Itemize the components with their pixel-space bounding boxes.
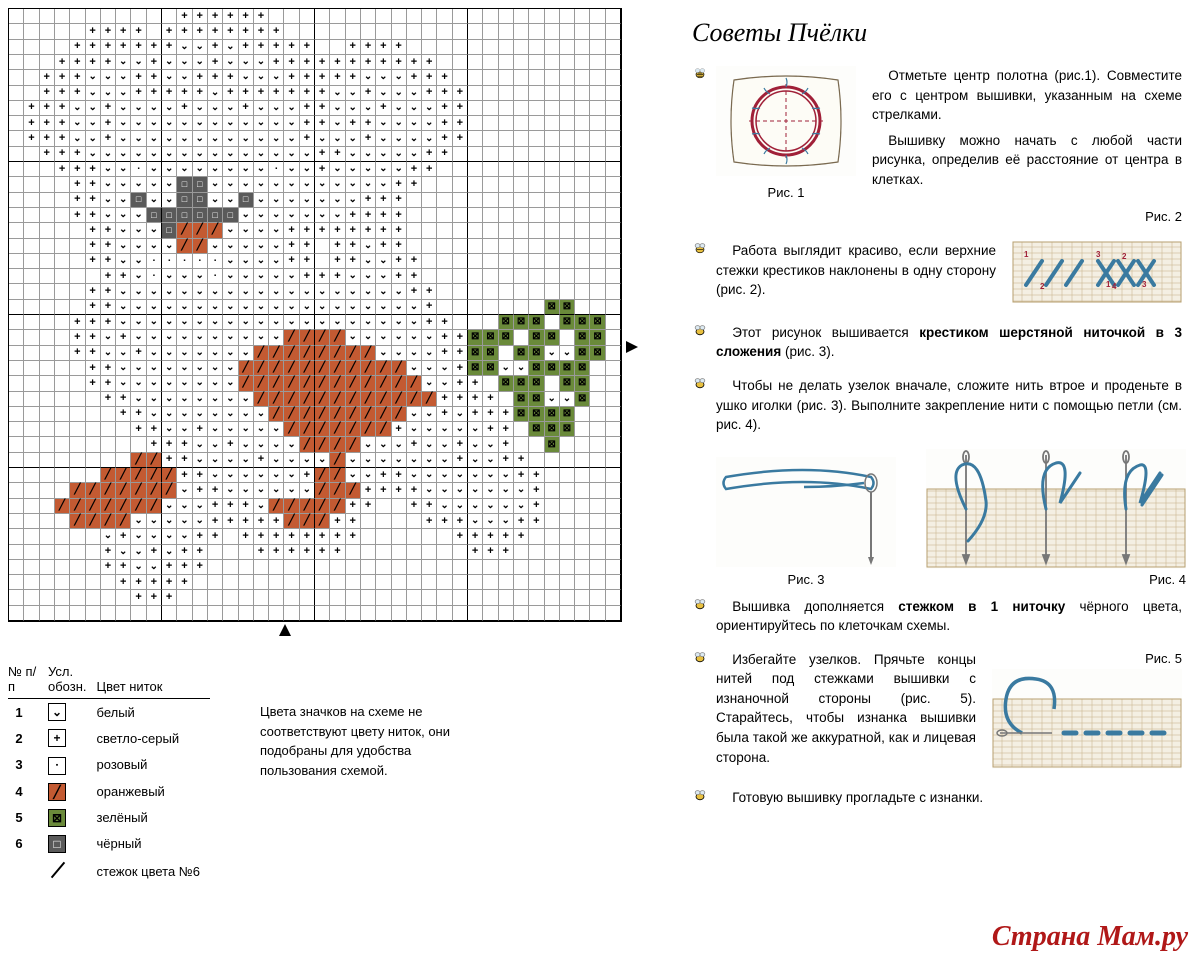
- stitch-chart: [8, 8, 622, 622]
- watermark: Страна Мам.ру: [992, 921, 1188, 953]
- svg-text:3: 3: [1096, 250, 1101, 259]
- legend-h-num: № п/п: [8, 662, 48, 699]
- bee-icon: [692, 376, 710, 435]
- svg-text:2: 2: [1122, 252, 1127, 261]
- svg-text:1: 1: [1024, 250, 1029, 259]
- fig-3-4: Рис. 3 Рис. 4: [716, 449, 1182, 587]
- bee-icon: [692, 788, 710, 808]
- tip-5-text: Вышивка дополняется стежком в 1 ниточку …: [716, 597, 1182, 636]
- fig3-caption: Рис. 3: [716, 572, 896, 587]
- bee-icon: [692, 66, 710, 227]
- fig-2: 1 2 3 4 1 2 3: [1012, 241, 1182, 309]
- legend-h-color: Цвет ниток: [97, 662, 210, 699]
- center-arrow-right: [626, 341, 638, 353]
- center-arrow-bottom: [279, 624, 291, 636]
- tip-4-text: Чтобы не делать узелок вначале, сложите …: [716, 376, 1182, 435]
- svg-text:1: 1: [1106, 280, 1111, 289]
- bee-icon: [692, 323, 710, 362]
- svg-text:4: 4: [1112, 282, 1117, 291]
- bee-icon: [692, 241, 710, 309]
- tip-6-text: Избегайте узелков. Прячь­те концы нитей …: [716, 650, 976, 767]
- tip-3-text: Этот рисунок вышивается крестиком шерстя…: [716, 323, 1182, 362]
- tip-2-text: Работа выглядит красиво, если верхние ст…: [716, 241, 996, 300]
- legend: № п/п Усл. обозн. Цвет ниток 1белый2свет…: [8, 662, 668, 886]
- fig2-caption: Рис. 2: [716, 208, 1182, 227]
- tip-7-text: Готовую вышивку прогладьте с изнанки.: [716, 788, 1182, 808]
- svg-text:3: 3: [1142, 280, 1147, 289]
- tip-1b-text: Вышивку можно начать с любой части рисун…: [872, 131, 1182, 190]
- fig4-caption: Рис. 4: [926, 572, 1186, 587]
- bee-icon: [692, 650, 710, 774]
- fig1-caption: Рис. 1: [716, 184, 856, 203]
- bee-icon: [692, 597, 710, 636]
- tips-title: Советы Пчёлки: [692, 18, 1182, 48]
- tip-1-text: Отметьте центр полотна (рис.1). Совмести…: [872, 66, 1182, 125]
- fig-1: Рис. 1: [716, 66, 856, 202]
- fig5-caption: Рис. 5: [992, 650, 1182, 669]
- legend-note: Цвета значков на схеме не соответствуют …: [260, 702, 490, 886]
- fig-5: Рис. 5: [992, 650, 1182, 774]
- svg-text:2: 2: [1040, 282, 1045, 291]
- legend-table: № п/п Усл. обозн. Цвет ниток 1белый2свет…: [8, 662, 210, 886]
- legend-h-sym: Усл. обозн.: [48, 662, 97, 699]
